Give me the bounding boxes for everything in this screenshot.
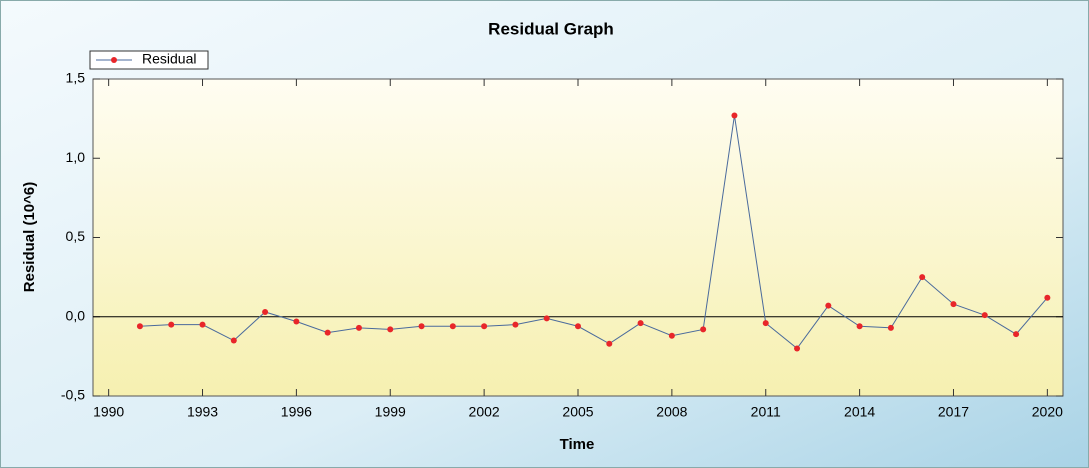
- y-tick-label: -0,5: [61, 387, 85, 403]
- data-point: [700, 326, 707, 333]
- data-point: [637, 320, 644, 327]
- data-point: [387, 326, 394, 333]
- x-tick-label: 1993: [187, 404, 218, 420]
- x-tick-label: 2020: [1032, 404, 1063, 420]
- data-point: [168, 321, 175, 328]
- legend-box: [89, 50, 209, 70]
- data-point: [543, 315, 550, 322]
- data-point: [136, 323, 143, 330]
- data-point: [825, 302, 832, 309]
- x-tick-label: 1996: [281, 404, 312, 420]
- data-point: [606, 340, 613, 347]
- data-point: [919, 274, 926, 281]
- x-tick-label: 1990: [93, 404, 124, 420]
- data-point: [199, 321, 206, 328]
- data-point: [449, 323, 456, 330]
- legend-marker: [111, 57, 117, 63]
- y-tick-label: 0,0: [66, 307, 86, 323]
- x-axis-title: Time: [560, 436, 595, 453]
- data-point: [575, 323, 581, 330]
- x-tick-label: 2017: [938, 404, 969, 420]
- data-point: [1044, 294, 1051, 301]
- data-point: [762, 320, 769, 327]
- x-tick-label: 2005: [562, 404, 593, 420]
- data-point: [262, 308, 269, 315]
- data-point: [230, 337, 237, 344]
- data-point: [981, 312, 988, 319]
- y-axis-title: Residual (10^6): [21, 182, 38, 292]
- data-point: [668, 332, 675, 339]
- x-tick-label: 2002: [469, 404, 500, 420]
- data-point: [794, 345, 801, 352]
- x-tick-label: 2008: [656, 404, 687, 420]
- data-point: [324, 329, 331, 336]
- data-point: [512, 321, 519, 328]
- x-tick-label: 2011: [751, 404, 781, 420]
- data-point: [887, 324, 894, 331]
- series-line: [139, 115, 1048, 350]
- data-point: [856, 323, 863, 330]
- data-point: [731, 112, 738, 119]
- x-tick-label: 1999: [375, 404, 406, 420]
- legend-label: Residual: [142, 51, 196, 67]
- data-point: [418, 323, 425, 330]
- x-tick-label: 2014: [844, 404, 875, 420]
- plot-area: [92, 78, 1064, 397]
- data-point: [355, 324, 362, 331]
- data-point: [481, 323, 488, 330]
- y-tick-label: 0,5: [66, 228, 86, 244]
- data-point: [1013, 331, 1020, 338]
- y-tick-label: 1,5: [66, 70, 86, 86]
- data-point: [293, 318, 300, 325]
- legend: Residual: [89, 50, 209, 70]
- data-point: [950, 301, 957, 308]
- y-tick-label: 1,0: [66, 149, 86, 165]
- chart-title: Residual Graph: [488, 19, 614, 38]
